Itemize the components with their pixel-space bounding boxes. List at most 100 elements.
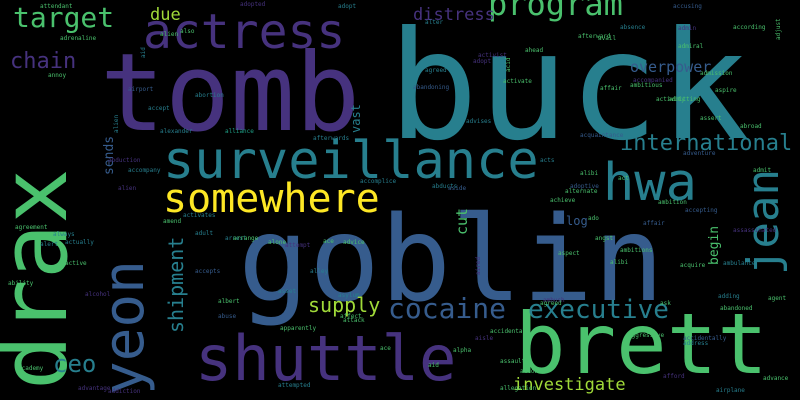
cloud-word: shipment: [164, 237, 188, 333]
cloud-word: target: [13, 1, 114, 34]
cloud-word: alternate: [565, 188, 598, 195]
cloud-word: alter: [425, 19, 443, 26]
cloud-word: adopt: [473, 58, 491, 65]
cloud-word: advises: [466, 118, 492, 125]
cloud-word: program: [488, 0, 623, 23]
cloud-word: admiral: [678, 43, 704, 50]
cloud-word: allegation: [500, 385, 537, 392]
cloud-word: advantage: [78, 385, 111, 392]
cloud-word: adult: [195, 230, 213, 237]
cloud-word: begin: [707, 226, 722, 265]
cloud-word: agreed: [425, 67, 447, 74]
cloud-word: adopt: [338, 3, 356, 10]
cloud-word: acquire: [680, 262, 706, 269]
cloud-word: adjust: [775, 18, 782, 40]
cloud-word: accidentally: [683, 335, 727, 342]
cloud-word: yeon: [92, 260, 157, 395]
cloud-word: aid: [428, 362, 439, 369]
cloud-word: alibi: [610, 259, 628, 266]
cloud-word: investigate: [513, 375, 626, 395]
cloud-word: activist: [478, 52, 507, 59]
cloud-word: cut: [453, 208, 471, 235]
cloud-word: alpha: [453, 347, 471, 354]
cloud-word: activates: [183, 212, 216, 219]
cloud-word: alone: [268, 239, 286, 246]
cloud-word: adding: [718, 293, 740, 300]
cloud-word: abuse: [218, 313, 236, 320]
cloud-word: ado: [588, 215, 599, 222]
cloud-word: alexander: [160, 128, 193, 135]
cloud-word: aired: [475, 257, 482, 275]
cloud-word: adoptive: [570, 183, 599, 190]
cloud-word: abduction: [108, 157, 141, 164]
cloud-word: aid: [140, 47, 147, 58]
cloud-word: attempt: [285, 242, 311, 249]
cloud-word: arrange: [233, 235, 259, 242]
cloud-word: drax: [0, 168, 88, 390]
cloud-word: alcohol: [85, 291, 111, 298]
cloud-word: agent: [768, 295, 786, 302]
cloud-word: asylum: [338, 292, 360, 299]
cloud-word: attendant: [40, 3, 73, 10]
cloud-word: addiction: [108, 388, 141, 395]
cloud-word: allow: [520, 368, 538, 375]
cloud-word: albert: [218, 298, 240, 305]
cloud-word: hwa: [603, 153, 697, 213]
cloud-word: agreed: [540, 300, 562, 307]
cloud-word: shuttle: [195, 322, 456, 395]
cloud-word: aggressive: [628, 332, 665, 339]
cloud-word: amend: [163, 218, 181, 225]
cloud-word: assaults: [500, 358, 529, 365]
cloud-word: advance: [763, 375, 789, 382]
cloud-word: alien: [160, 31, 178, 38]
cloud-word: accusing: [673, 3, 702, 10]
cloud-word: afterwards: [313, 135, 350, 142]
cloud-word: accompany: [128, 167, 161, 174]
cloud-word: chain: [10, 49, 76, 74]
cloud-word: annoy: [48, 72, 66, 79]
cloud-word: actually: [65, 239, 94, 246]
cloud-word: international: [620, 131, 792, 156]
cloud-word: achieve: [550, 197, 576, 204]
cloud-word: ace: [380, 345, 391, 352]
cloud-word: academy: [18, 365, 44, 372]
cloud-word: ability: [8, 280, 34, 287]
cloud-word: acquaintance: [580, 132, 624, 139]
cloud-word: abortion: [195, 92, 224, 99]
cloud-word: attack: [343, 317, 365, 324]
cloud-word: attempted: [278, 382, 311, 389]
cloud-word: abandoning: [413, 84, 450, 91]
cloud-word: adventure: [683, 150, 716, 157]
cloud-word: accepts: [195, 268, 221, 275]
cloud-word: absence: [620, 24, 646, 31]
cloud-word: acid: [505, 57, 512, 72]
cloud-word: angst: [595, 235, 613, 242]
cloud-word: adopted: [240, 1, 266, 8]
cloud-word: somewhere: [163, 176, 380, 222]
cloud-word: address: [683, 340, 709, 347]
cloud-word: ambitions: [620, 247, 653, 254]
cloud-word: admit: [753, 167, 771, 174]
cloud-word: acts: [540, 157, 555, 164]
cloud-word: accept: [148, 105, 170, 112]
cloud-word: always: [53, 231, 75, 238]
cloud-word: abducts: [432, 183, 458, 190]
cloud-word: admin: [678, 25, 696, 32]
cloud-word: arrest: [225, 235, 247, 242]
cloud-word: advice: [343, 239, 365, 246]
cloud-word: avail: [598, 35, 616, 42]
cloud-word: aside: [448, 185, 466, 192]
cloud-word: accidental: [490, 328, 527, 335]
cloud-word: admission: [700, 70, 733, 77]
cloud-word: activity: [656, 96, 685, 103]
cloud-word: ambition: [658, 199, 687, 206]
cloud-word: airplane: [716, 387, 745, 394]
cloud-word: assassinated: [733, 227, 777, 234]
cloud-word: assert: [700, 115, 722, 122]
cloud-word: apparently: [280, 325, 317, 332]
cloud-word: ceo: [53, 350, 96, 378]
cloud-word: abroad: [740, 123, 762, 130]
cloud-word: cocaine: [388, 292, 506, 325]
cloud-word: actress: [143, 4, 345, 60]
